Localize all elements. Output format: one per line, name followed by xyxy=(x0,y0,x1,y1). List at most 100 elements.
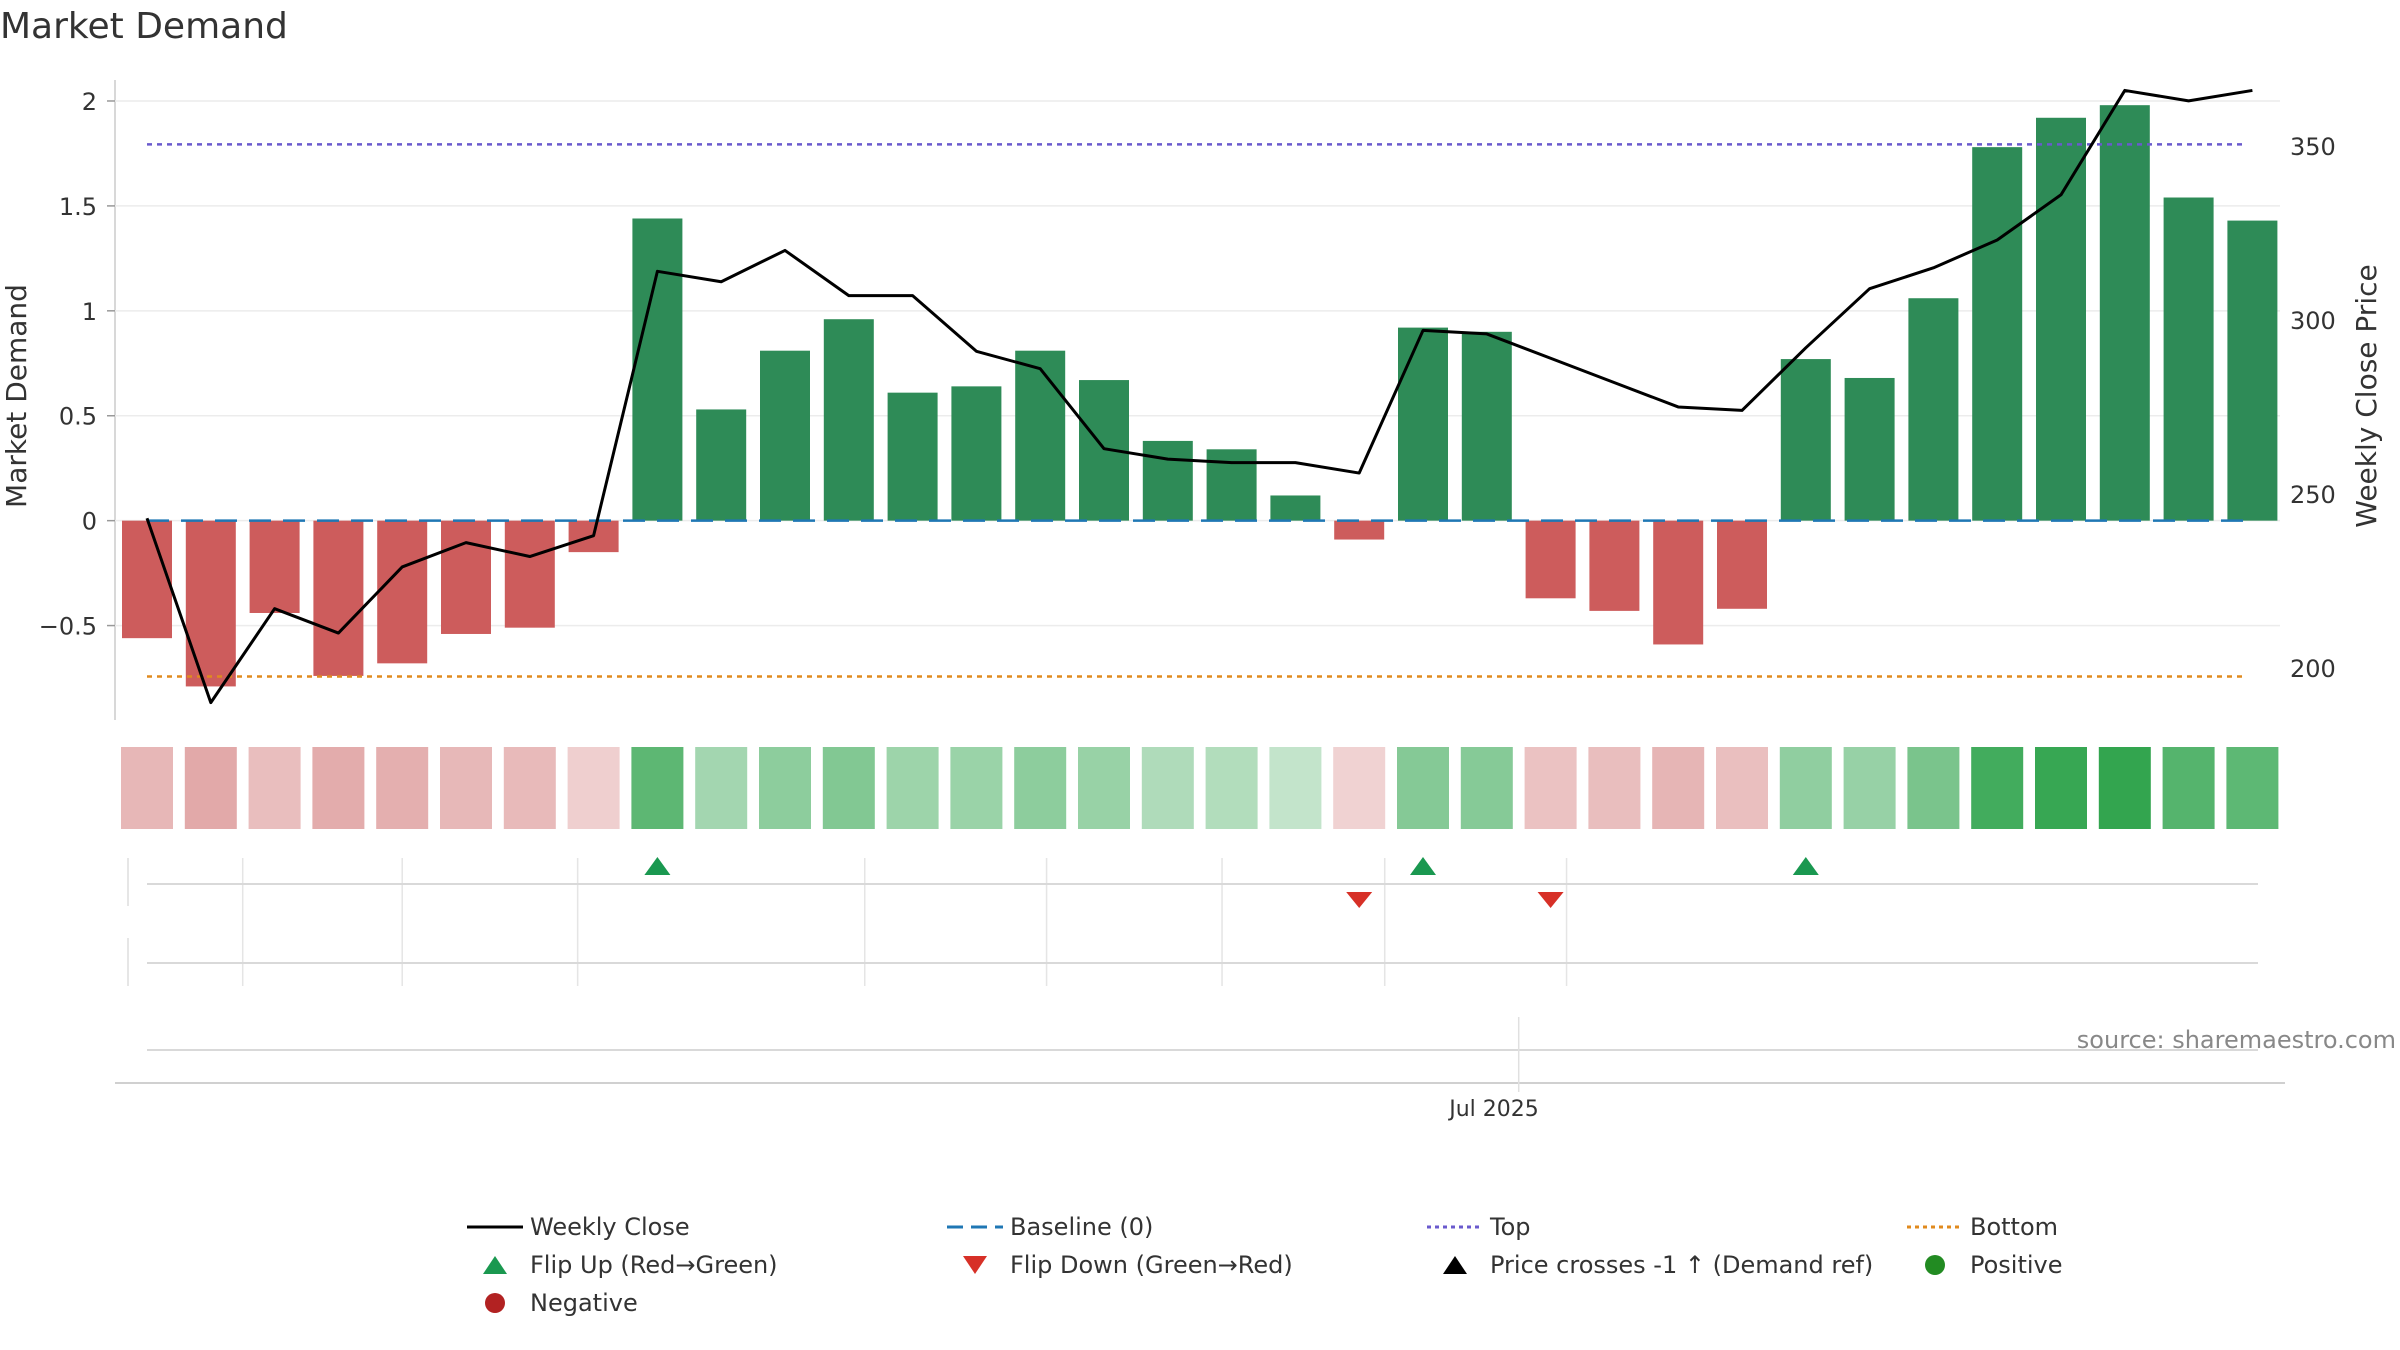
legend: Weekly Close Baseline (0) Top Bottom Fli… xyxy=(460,1212,2160,1318)
flip-down-marker xyxy=(1537,892,1564,908)
triangle-up-icon xyxy=(460,1250,530,1280)
demand-bar xyxy=(2163,197,2214,521)
heat-cell xyxy=(1843,747,1896,829)
demand-bar xyxy=(2099,105,2150,521)
legend-item-flip-down: Flip Down (Green→Red) xyxy=(940,1250,1420,1280)
y-axis-right-label: Weekly Close Price xyxy=(2350,264,2383,527)
flip-up-marker xyxy=(1410,857,1436,875)
heat-cell xyxy=(1078,747,1130,829)
demand-bar xyxy=(2036,117,2086,521)
demand-bar xyxy=(1589,520,1640,611)
legend-label: Weekly Close xyxy=(530,1213,690,1241)
demand-bar xyxy=(249,520,300,613)
triangle-down-icon xyxy=(940,1250,1010,1280)
demand-bar xyxy=(632,218,683,521)
demand-bar xyxy=(887,392,938,521)
x-tick-label: Jul 2025 xyxy=(1447,1097,1539,1122)
demand-bar xyxy=(760,350,810,521)
legend-label: Flip Up (Red→Green) xyxy=(530,1251,778,1279)
heat-cell xyxy=(1269,747,1322,829)
legend-item-flip-up: Flip Up (Red→Green) xyxy=(460,1250,940,1280)
chart-title: Market Demand xyxy=(0,6,288,47)
demand-bar xyxy=(1972,147,2023,521)
demand-bar xyxy=(1908,298,1959,521)
heat-cell xyxy=(2226,747,2279,829)
heat-cell xyxy=(1014,747,1067,829)
demand-bar xyxy=(1844,377,1895,521)
demand-bar xyxy=(1717,520,1767,609)
legend-item-baseline: Baseline (0) xyxy=(940,1212,1420,1242)
legend-label: Top xyxy=(1490,1213,1531,1241)
dotted-line-icon xyxy=(1900,1212,1970,1242)
heat-cell xyxy=(822,747,875,829)
legend-label: Bottom xyxy=(1970,1213,2059,1241)
heat-cell xyxy=(184,747,237,829)
flip-up-marker xyxy=(1792,857,1819,875)
flip-down-marker xyxy=(1346,892,1373,908)
legend-label: Baseline (0) xyxy=(1010,1213,1154,1241)
demand-bar xyxy=(313,520,364,676)
heat-strip xyxy=(121,747,2279,829)
demand-bar xyxy=(1653,520,1704,645)
demand-bar xyxy=(1525,520,1576,599)
heat-cell xyxy=(2162,747,2215,829)
demand-bar xyxy=(377,520,428,664)
legend-item-weekly-close: Weekly Close xyxy=(460,1212,940,1242)
y-tick-label-left: 1 xyxy=(82,298,97,326)
y-tick-label-right: 300 xyxy=(2290,307,2336,335)
demand-bar xyxy=(696,409,747,521)
signal-panel xyxy=(115,857,2285,1092)
legend-item-negative: Negative xyxy=(460,1288,940,1318)
y-tick-label-left: 1.5 xyxy=(59,193,97,221)
heat-cell xyxy=(695,747,748,829)
heat-cell xyxy=(2035,747,2087,829)
heat-cell xyxy=(1971,747,2024,829)
heat-cell xyxy=(2098,747,2151,829)
source-label: source: sharemaestro.com xyxy=(2077,1026,2396,1054)
y-axis-left-label: Market Demand xyxy=(0,284,33,508)
legend-label: Positive xyxy=(1970,1251,2063,1279)
heat-cell xyxy=(1779,747,1832,829)
triangle-up-icon xyxy=(1420,1250,1490,1280)
y-tick-label-right: 250 xyxy=(2290,481,2336,509)
main-panel: −0.5 0 0.5 1 1.5 2 200 250 300 350 xyxy=(39,80,2336,720)
heat-cell xyxy=(631,747,684,829)
demand-bar xyxy=(185,520,236,687)
legend-label: Negative xyxy=(530,1289,638,1317)
heat-cell xyxy=(440,747,492,829)
heat-cell xyxy=(1524,747,1577,829)
legend-label: Price crosses -1 ↑ (Demand ref) xyxy=(1490,1251,1874,1279)
y-tick-label-left: 0 xyxy=(82,508,97,536)
legend-item-bottom: Bottom xyxy=(1900,1212,2160,1242)
dashed-line-icon xyxy=(940,1212,1010,1242)
demand-bar xyxy=(1334,520,1385,540)
demand-bar xyxy=(1461,331,1512,521)
legend-item-top: Top xyxy=(1420,1212,1900,1242)
demand-bar xyxy=(951,386,1002,521)
y-tick-label-left: 2 xyxy=(82,88,97,116)
heat-cell xyxy=(759,747,811,829)
heat-cell xyxy=(1333,747,1386,829)
y-tick-label-left: 0.5 xyxy=(59,403,97,431)
heat-cell xyxy=(567,747,620,829)
legend-item-price-cross: Price crosses -1 ↑ (Demand ref) xyxy=(1420,1250,1900,1280)
heat-cell xyxy=(376,747,429,829)
demand-bar xyxy=(1206,449,1257,521)
heat-cell xyxy=(1716,747,1768,829)
heat-cell xyxy=(1907,747,1960,829)
heat-cell xyxy=(1460,747,1513,829)
dot-icon xyxy=(1900,1250,1970,1280)
demand-bar xyxy=(504,520,555,628)
demand-bar xyxy=(1398,327,1448,521)
demand-bar xyxy=(2227,220,2278,521)
y-tick-label-right: 350 xyxy=(2290,133,2336,161)
demand-bar xyxy=(1015,350,1066,521)
heat-cell xyxy=(886,747,939,829)
heat-cell xyxy=(248,747,301,829)
heat-cell xyxy=(1588,747,1641,829)
legend-item-positive: Positive xyxy=(1900,1250,2160,1280)
heat-cell xyxy=(503,747,556,829)
weekly-close-line xyxy=(145,88,2253,705)
dot-icon xyxy=(460,1288,530,1318)
